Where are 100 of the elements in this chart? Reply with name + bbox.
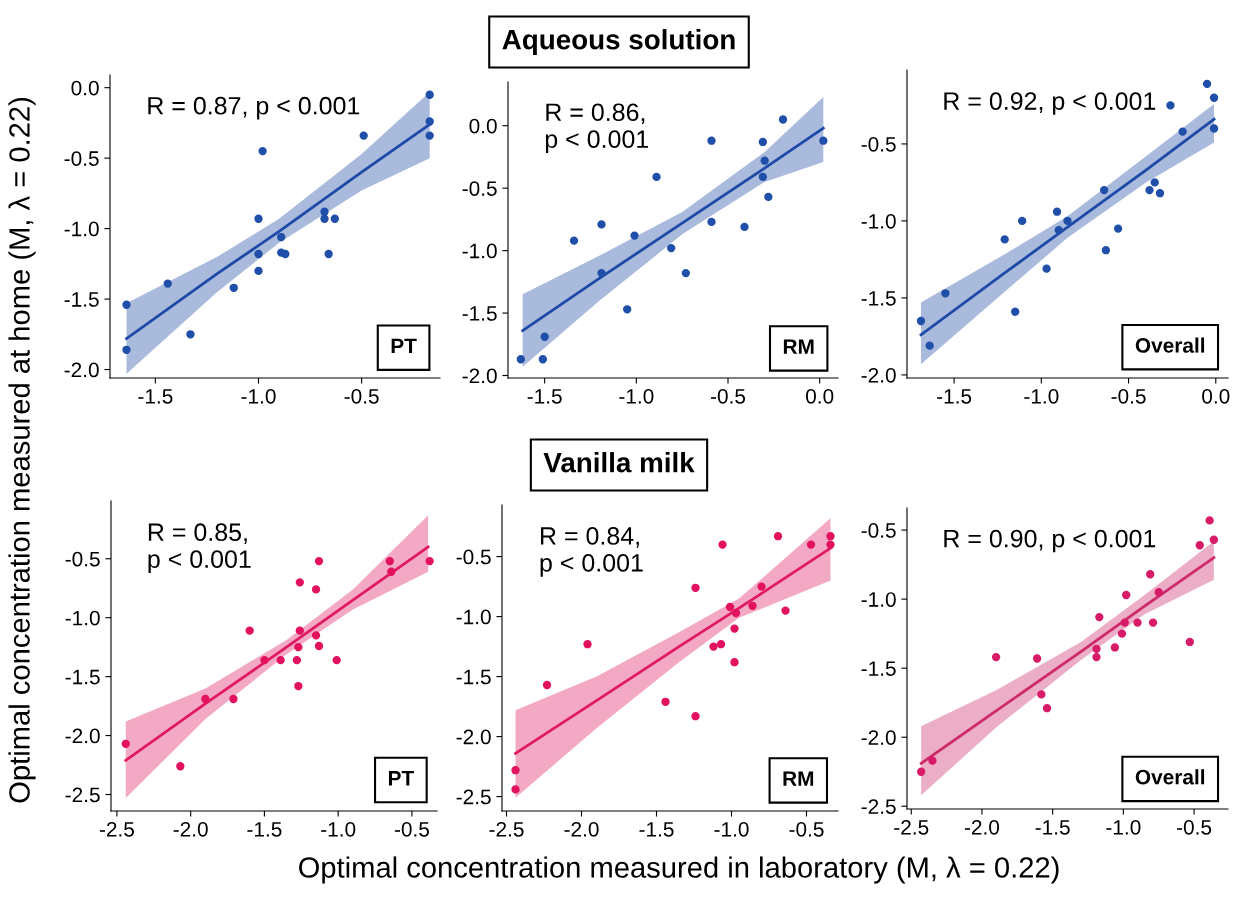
- chart-title: Vanilla milk: [543, 452, 695, 473]
- point: [758, 172, 767, 182]
- x-tick-label: 0.0: [1202, 388, 1230, 404]
- point: [294, 681, 303, 691]
- point: [254, 214, 263, 223]
- y-tick-label: -1.5: [462, 306, 497, 321]
- point: [1054, 225, 1063, 235]
- line-series: [124, 545, 430, 762]
- y-tick-label: -1.0: [861, 592, 896, 607]
- point: [764, 192, 773, 202]
- point: [540, 332, 549, 341]
- y-tick-label: -2.0: [456, 729, 491, 745]
- x-tick-label: -1.0: [619, 388, 654, 404]
- point: [740, 222, 749, 232]
- y-tick-label: -2.0: [861, 367, 896, 383]
- point: [725, 602, 735, 612]
- point: [652, 172, 661, 182]
- y-tick-label: -0.5: [456, 549, 491, 565]
- y-tick-label: -0.5: [65, 551, 100, 567]
- point: [826, 540, 835, 549]
- point: [748, 601, 757, 610]
- point: [597, 268, 606, 278]
- point: [1011, 307, 1020, 316]
- x-tick-label: -1.5: [247, 822, 282, 837]
- point: [1000, 235, 1009, 244]
- annotation: RM: [783, 339, 814, 354]
- point: [1092, 652, 1101, 662]
- point: [229, 283, 238, 292]
- point: [332, 655, 341, 665]
- x-tick-label: -1.5: [937, 389, 972, 404]
- annotation: R = 0.85, p < 0.001: [148, 523, 251, 573]
- point: [229, 694, 238, 704]
- point: [991, 652, 1001, 662]
- y-tick-label: -2.0: [64, 362, 99, 378]
- point: [716, 640, 726, 649]
- x-axis-title: Optimal concentration measured in laboratory (M, λ = 0.22): [299, 856, 1059, 884]
- y-tick-label: -1.0: [861, 213, 896, 229]
- y-tick-label: -0.5: [64, 151, 99, 166]
- x-tick-label: -2.5: [99, 821, 134, 837]
- annotation: Overall: [1135, 337, 1205, 353]
- point: [176, 762, 185, 771]
- point: [1133, 618, 1142, 627]
- point: [245, 626, 254, 635]
- y-tick-label: -0.5: [462, 181, 497, 196]
- point: [1042, 704, 1052, 713]
- point: [387, 567, 396, 576]
- point: [1209, 124, 1219, 133]
- y-tick-label: -2.0: [65, 728, 100, 744]
- x-tick-label: -1.0: [1106, 819, 1141, 835]
- point: [1052, 207, 1062, 216]
- point: [731, 608, 741, 618]
- x-tick-label: -1.5: [138, 389, 173, 404]
- x-tick-label: -0.5: [394, 821, 429, 837]
- y-tick-label: -1.5: [456, 669, 491, 685]
- y-axis-title: Optimal concentration measured at home (M, λ = 0.22): [8, 97, 36, 803]
- x-tick-label: -0.5: [789, 821, 824, 837]
- point: [916, 767, 926, 776]
- point: [314, 641, 324, 651]
- x-tick-label: -1.0: [241, 388, 276, 404]
- point: [385, 556, 394, 566]
- y-tick-label: -1.0: [456, 609, 491, 625]
- point: [1017, 216, 1027, 226]
- point: [1037, 690, 1046, 699]
- y-tick-label: 0.0: [71, 80, 99, 96]
- point: [538, 355, 547, 364]
- point: [1205, 516, 1214, 525]
- point: [623, 305, 632, 314]
- point: [511, 766, 520, 775]
- y-tick-label: -1.0: [65, 610, 100, 626]
- point: [707, 217, 716, 227]
- x-tick-label: -1.0: [1024, 388, 1059, 404]
- point: [757, 582, 766, 591]
- point: [320, 214, 329, 223]
- point: [201, 694, 210, 704]
- point: [1155, 189, 1165, 198]
- point: [511, 785, 520, 794]
- point: [1150, 178, 1159, 187]
- point: [1146, 570, 1155, 579]
- annotation: R = 0.92, p < 0.001: [944, 92, 1156, 115]
- point: [1202, 79, 1212, 89]
- x-tick-label: -2.0: [564, 821, 599, 837]
- point: [1166, 101, 1175, 110]
- point: [1113, 224, 1123, 233]
- point: [661, 697, 670, 706]
- point: [254, 249, 263, 259]
- annotation: R = 0.86, p < 0.001: [545, 103, 649, 153]
- point: [277, 232, 286, 242]
- x-tick-label: -0.5: [710, 388, 746, 404]
- point: [311, 631, 321, 640]
- line-series: [919, 556, 1216, 765]
- point: [254, 266, 263, 276]
- y-tick-label: -1.5: [861, 291, 896, 306]
- y-tick-label: -2.5: [65, 787, 100, 803]
- point: [186, 330, 195, 339]
- point: [1195, 541, 1204, 550]
- point: [1101, 246, 1111, 255]
- point: [730, 624, 739, 633]
- point: [730, 658, 739, 667]
- point: [314, 556, 324, 566]
- point: [667, 243, 676, 253]
